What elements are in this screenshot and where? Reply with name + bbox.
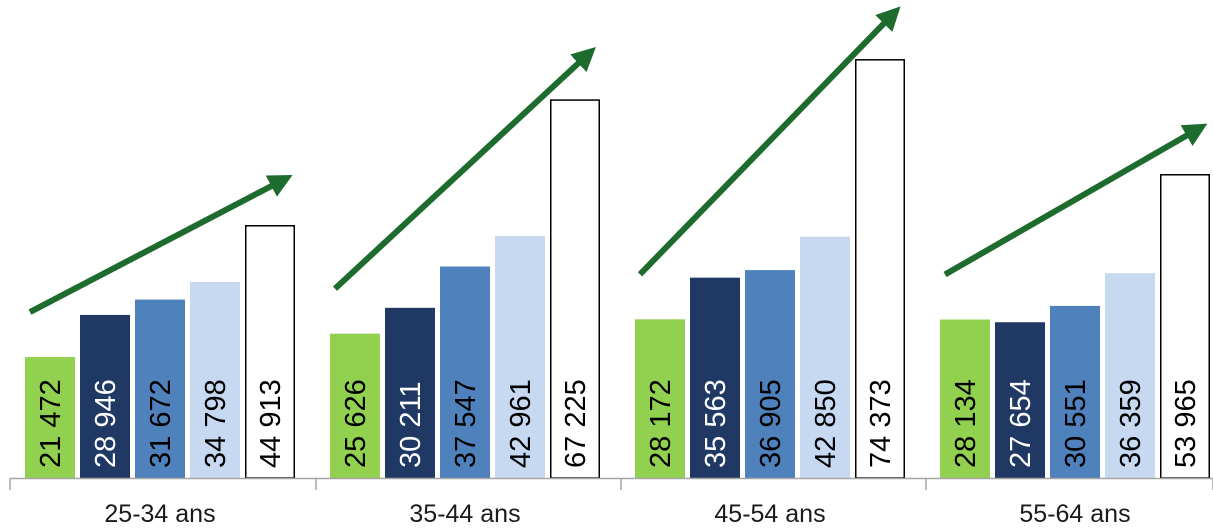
bar-value-label: 30 551 <box>1060 379 1092 468</box>
bar-value-label: 21 472 <box>35 379 67 468</box>
bar-value-label: 53 965 <box>1170 379 1202 468</box>
bar-value-label: 74 373 <box>865 379 897 468</box>
bar-value-label: 44 913 <box>255 379 287 468</box>
bar <box>330 333 380 479</box>
trend-arrow <box>637 6 901 277</box>
category-label: 45-54 ans <box>714 500 825 528</box>
bar-value-label: 35 563 <box>700 379 732 468</box>
bar-value-label: 42 961 <box>505 379 537 468</box>
bar <box>800 236 850 479</box>
bar <box>440 266 490 479</box>
bar-value-label: 28 134 <box>950 379 982 468</box>
bar-group: 21 472 28 946 31 672 34 798 44 913 <box>25 225 295 479</box>
bar <box>135 299 185 479</box>
bar <box>635 319 685 479</box>
bar-value-label: 30 211 <box>395 381 427 468</box>
trend-arrow <box>943 123 1208 278</box>
category-label: 25-34 ans <box>104 500 215 528</box>
bar <box>1105 273 1155 479</box>
trend-arrow <box>28 175 293 315</box>
bar-value-label: 27 654 <box>1005 379 1037 468</box>
bar-value-label: 36 905 <box>755 379 787 468</box>
bar-value-label: 34 798 <box>200 379 232 468</box>
bar-group: 28 172 35 563 36 905 42 850 74 373 <box>635 59 905 479</box>
bar-value-label: 28 946 <box>90 379 122 468</box>
bar <box>690 277 740 479</box>
bar-value-label: 37 547 <box>450 379 482 468</box>
bar <box>1050 305 1100 479</box>
bar <box>550 99 600 479</box>
bar-value-label: 67 225 <box>560 379 592 468</box>
bar <box>25 357 75 479</box>
bar-group: 28 134 27 654 30 551 36 359 53 965 <box>940 174 1210 479</box>
bar <box>995 322 1045 479</box>
trend-arrow <box>332 46 596 291</box>
bar-value-label: 42 850 <box>810 379 842 468</box>
bar <box>1160 174 1210 479</box>
category-label: 35-44 ans <box>409 500 520 528</box>
bar-group: 25 626 30 211 37 547 42 961 67 225 <box>330 99 600 479</box>
bar <box>190 281 240 479</box>
bar-value-label: 36 359 <box>1115 379 1147 468</box>
bar-value-label: 31 672 <box>145 379 177 468</box>
bar-value-label: 25 626 <box>340 379 372 468</box>
bar-value-label: 28 172 <box>645 379 677 468</box>
category-label: 55-64 ans <box>1019 500 1130 528</box>
bar <box>80 314 130 479</box>
bar <box>940 319 990 479</box>
